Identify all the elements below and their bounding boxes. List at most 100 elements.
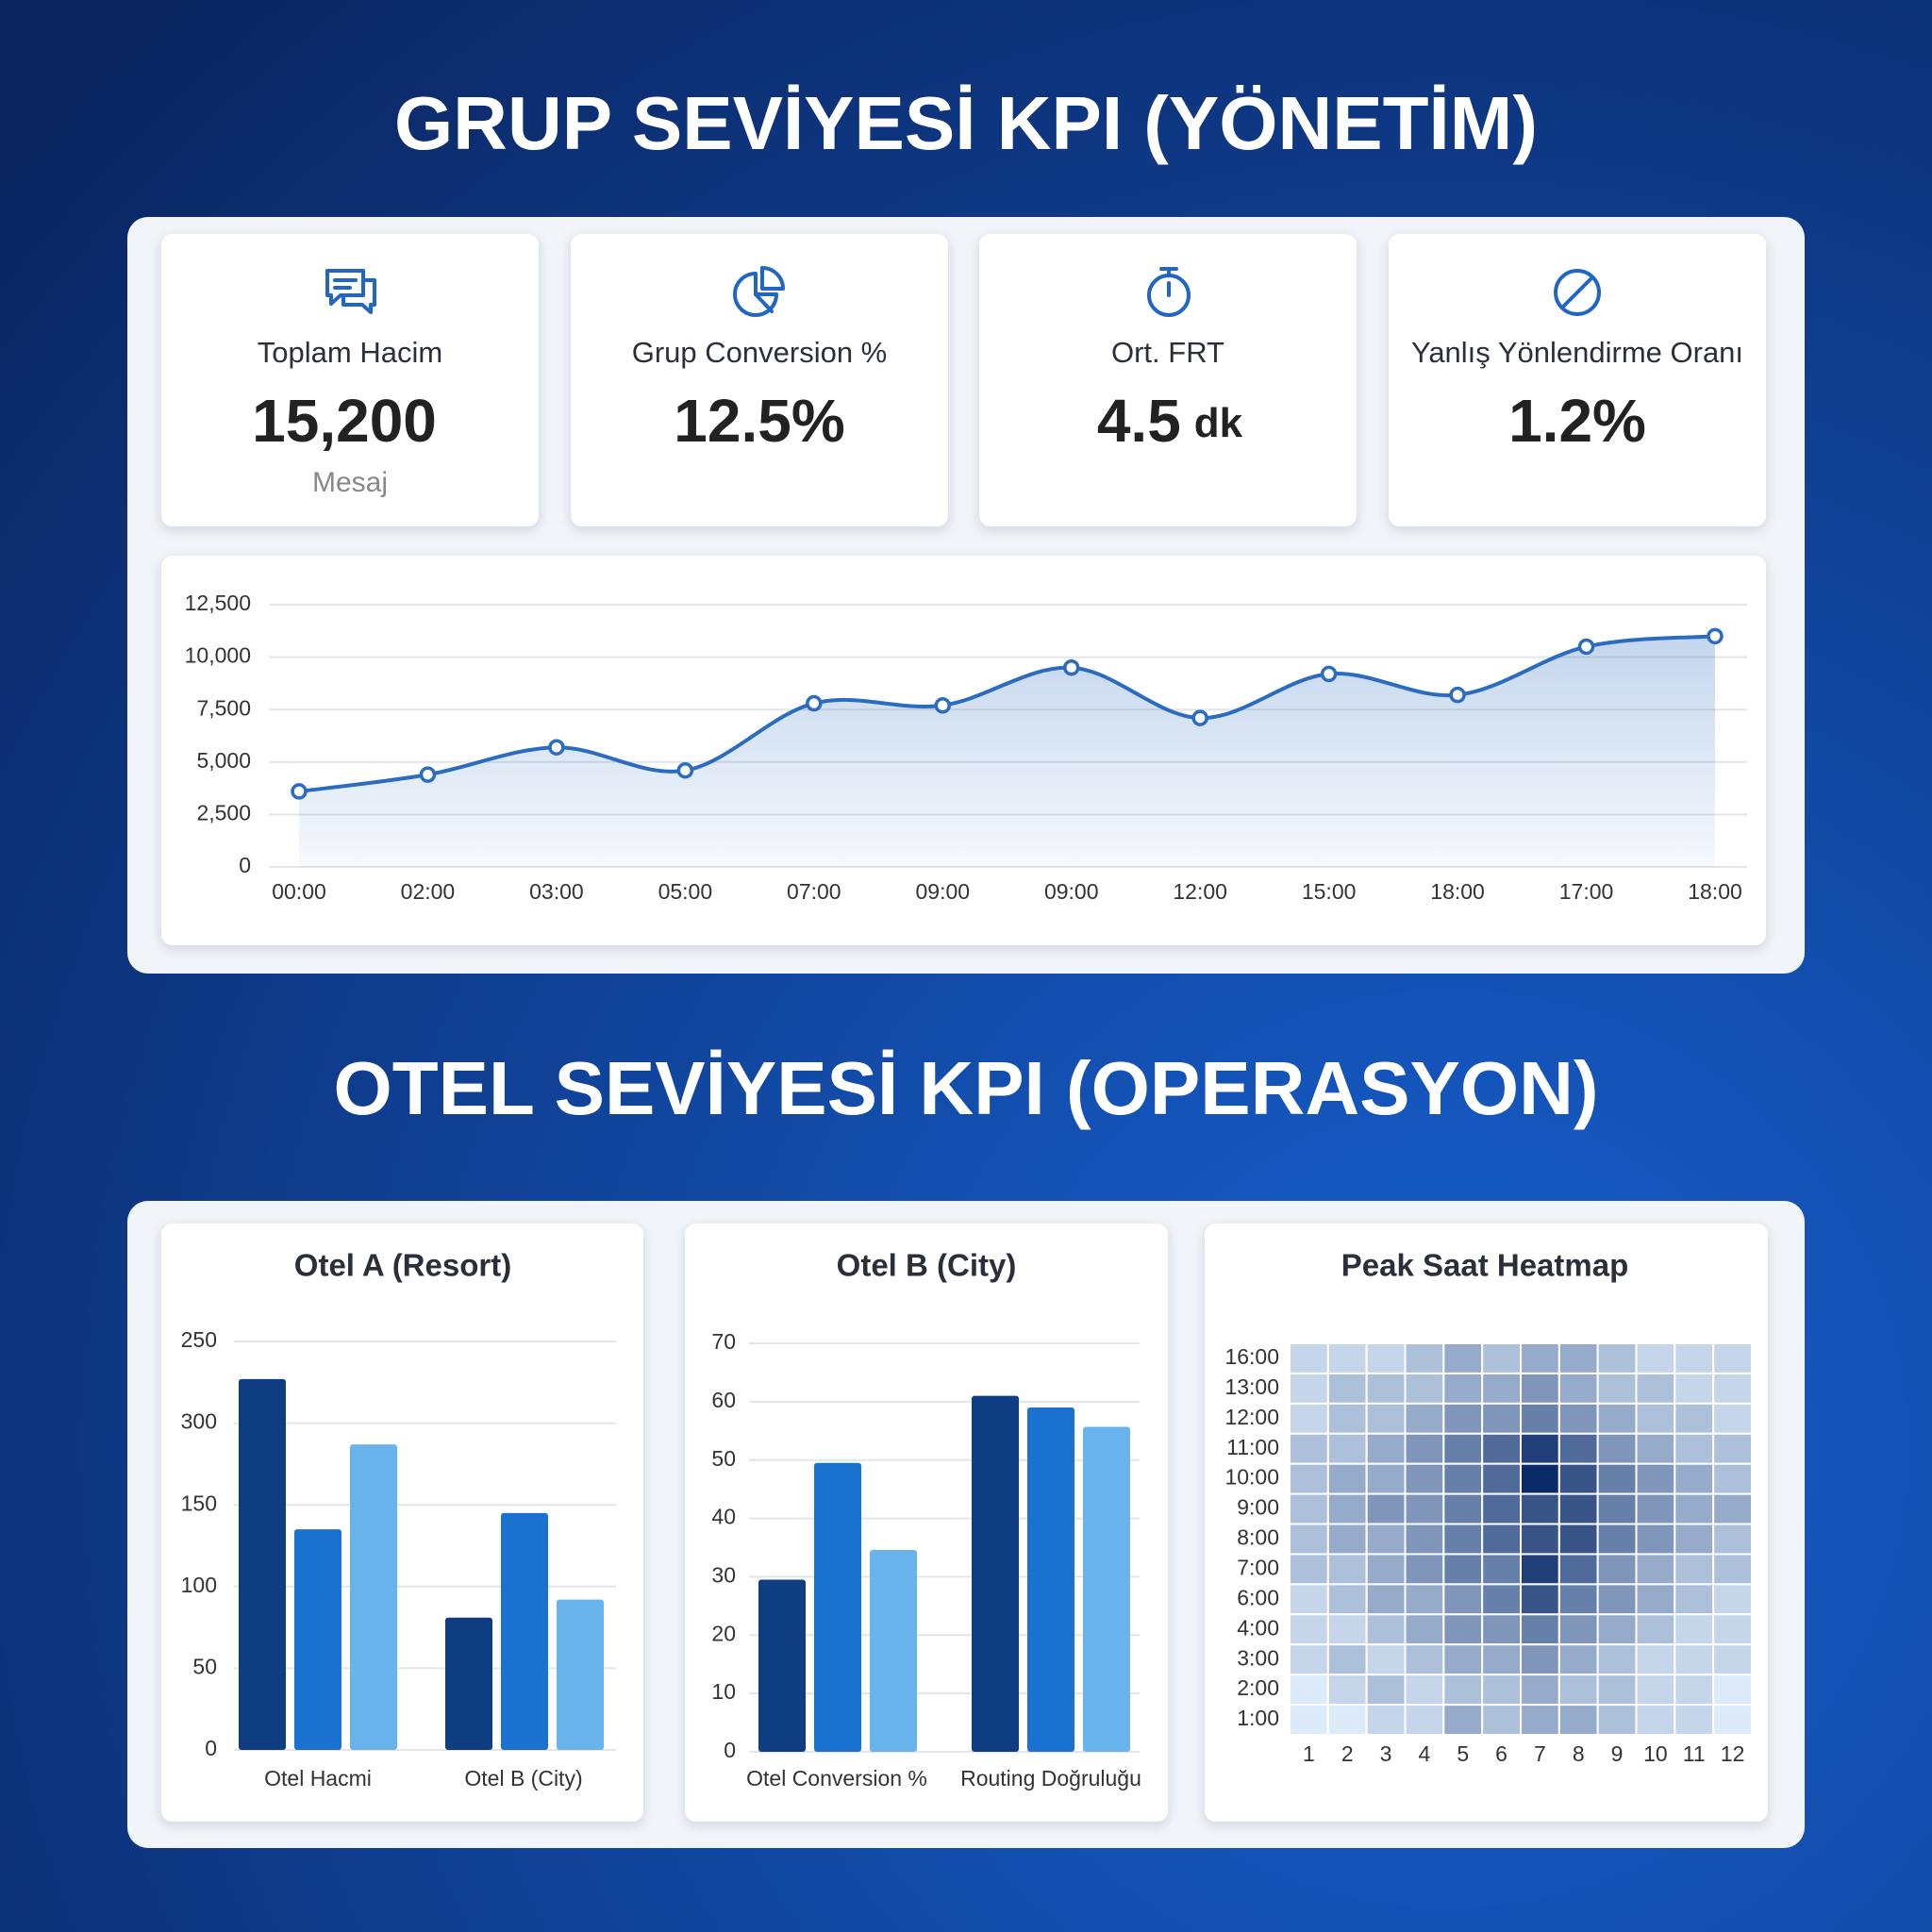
- kpi-value: 15,200: [252, 387, 437, 455]
- heat-cell: [1289, 1613, 1329, 1646]
- y-tick-label: 100: [181, 1573, 217, 1597]
- x-tick-label: 1: [1303, 1741, 1315, 1766]
- point: [934, 697, 952, 714]
- heat-cell: [1442, 1462, 1484, 1495]
- point: [1707, 627, 1724, 645]
- heat-cell: [1520, 1432, 1560, 1465]
- heat-cell: [1289, 1643, 1329, 1676]
- y-tick-label: 12,500: [185, 591, 251, 615]
- x-tick-label: 5: [1457, 1741, 1469, 1766]
- heat-cell: [1442, 1402, 1484, 1435]
- heat-cell: [1404, 1674, 1445, 1707]
- heat-cell: [1596, 1492, 1638, 1525]
- y-tick-label: 9:00: [1237, 1495, 1279, 1520]
- x-tick-label: 6: [1495, 1741, 1507, 1766]
- heat-cell: [1674, 1523, 1715, 1556]
- heat-cell: [1365, 1402, 1407, 1435]
- heat-cell: [1520, 1583, 1560, 1616]
- heat-cell: [1635, 1372, 1676, 1405]
- heat-cell: [1289, 1342, 1329, 1374]
- x-tick-label: 3: [1380, 1741, 1392, 1766]
- y-tick-label: 16:00: [1224, 1344, 1279, 1369]
- x-tick-label: 02:00: [401, 879, 456, 904]
- heat-cell: [1596, 1583, 1638, 1616]
- x-tick-label: 18:00: [1430, 879, 1485, 904]
- heat-cell: [1289, 1492, 1329, 1525]
- heat-cell: [1557, 1583, 1599, 1616]
- x-tick-label: 11: [1683, 1741, 1706, 1766]
- heat-cell: [1365, 1643, 1407, 1676]
- y-tick-label: 150: [181, 1491, 217, 1515]
- heat-cell: [1520, 1553, 1560, 1586]
- kpi-value: 4.5: [1097, 387, 1181, 455]
- heat-cell: [1596, 1432, 1638, 1465]
- section-title: OTEL SEVİYESİ KPI (OPERASYON): [333, 1046, 1598, 1130]
- kpi-value: 1.2%: [1508, 387, 1646, 455]
- heat-cell: [1481, 1613, 1522, 1646]
- bar: [1083, 1426, 1130, 1752]
- heat-cell: [1326, 1523, 1368, 1556]
- heat-cell: [1635, 1492, 1676, 1525]
- y-tick-label: 0: [239, 853, 251, 877]
- chart-title: Peak Saat Heatmap: [1341, 1248, 1629, 1283]
- heat-cell: [1557, 1402, 1599, 1435]
- heat-cell: [1404, 1583, 1445, 1616]
- heat-cell: [1442, 1613, 1484, 1646]
- x-tick-label: 12: [1721, 1741, 1745, 1766]
- kpi-label: Toplam Hacim: [258, 336, 442, 369]
- y-tick-label: 20: [711, 1621, 736, 1645]
- heat-cell: [1712, 1462, 1753, 1495]
- heat-cell: [1442, 1553, 1484, 1586]
- heat-cell: [1442, 1372, 1484, 1405]
- heat-cell: [1404, 1492, 1445, 1525]
- heat-cell: [1481, 1553, 1522, 1586]
- kpi-label: Yanlış Yönlendirme Oranı: [1411, 336, 1743, 369]
- heat-cell: [1289, 1372, 1329, 1405]
- chart-title: Otel A (Resort): [294, 1248, 511, 1283]
- y-tick-label: 11:00: [1226, 1435, 1279, 1459]
- heat-cell: [1596, 1372, 1638, 1405]
- heat-cell: [1365, 1674, 1407, 1707]
- heat-cell: [1442, 1342, 1484, 1374]
- heat-cell: [1365, 1372, 1407, 1405]
- point: [1191, 709, 1208, 726]
- heat-cell: [1596, 1674, 1638, 1707]
- y-tick-label: 4:00: [1237, 1615, 1279, 1640]
- y-tick-label: 5,000: [196, 748, 251, 773]
- point: [806, 694, 823, 712]
- heat-cell: [1481, 1674, 1522, 1707]
- heat-cell: [1712, 1553, 1753, 1586]
- heat-cell: [1557, 1553, 1599, 1586]
- heat-cell: [1520, 1342, 1560, 1374]
- point: [291, 783, 308, 800]
- x-tick-label: 07:00: [787, 879, 841, 904]
- chart-title: Otel B (City): [837, 1248, 1017, 1283]
- heat-cell: [1596, 1613, 1638, 1646]
- y-tick-label: 30: [711, 1563, 736, 1588]
- heat-cell: [1442, 1704, 1484, 1736]
- heat-cell: [1520, 1704, 1560, 1736]
- heat-cell: [1326, 1402, 1368, 1435]
- heat-cell: [1635, 1523, 1676, 1556]
- heat-cell: [1365, 1583, 1407, 1616]
- heat-cell: [1520, 1613, 1560, 1646]
- y-tick-label: 0: [724, 1738, 736, 1762]
- bar: [239, 1378, 286, 1750]
- heat-cell: [1712, 1402, 1753, 1435]
- bar: [972, 1395, 1019, 1752]
- heat-cell: [1520, 1402, 1560, 1435]
- heat-cell: [1557, 1613, 1599, 1646]
- heat-cell: [1481, 1704, 1522, 1736]
- x-tick-label: Routing Doğruluğu: [960, 1766, 1141, 1790]
- x-tick-label: 00:00: [272, 879, 326, 904]
- x-tick-label: 10: [1643, 1741, 1668, 1766]
- heat-cell: [1596, 1553, 1638, 1586]
- heat-cell: [1635, 1643, 1676, 1676]
- y-tick-label: 40: [711, 1505, 736, 1529]
- heat-cell: [1404, 1523, 1445, 1556]
- heat-cell: [1326, 1613, 1368, 1646]
- heat-cell: [1481, 1583, 1522, 1616]
- heat-cell: [1442, 1583, 1484, 1616]
- heat-cell: [1326, 1372, 1368, 1405]
